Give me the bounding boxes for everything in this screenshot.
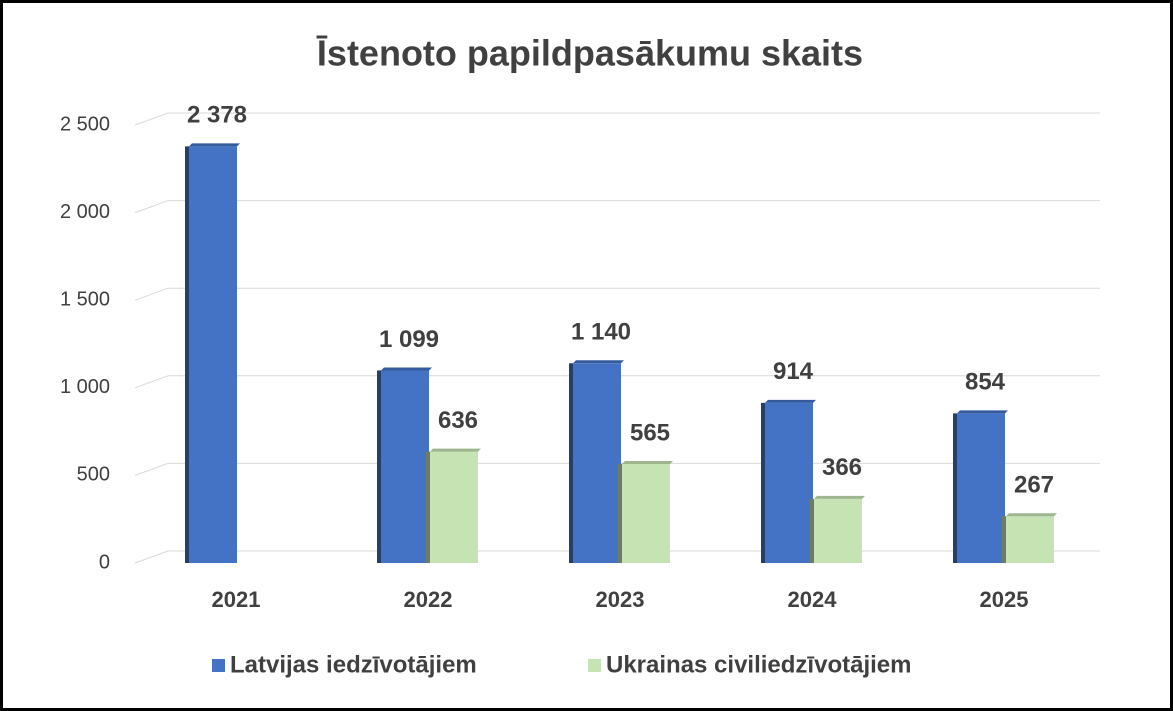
bar — [430, 451, 478, 563]
bar-top — [1006, 513, 1057, 517]
bar-top — [189, 143, 240, 147]
y-tick-label: 0 — [99, 551, 110, 573]
data-label: 854 — [965, 369, 1006, 396]
bar-top — [957, 410, 1008, 414]
bar-top — [573, 360, 624, 364]
data-label: 565 — [630, 419, 670, 446]
data-label: 267 — [1014, 472, 1054, 499]
data-label: 914 — [773, 358, 814, 385]
data-label: 636 — [438, 407, 478, 434]
bar-side — [377, 370, 381, 563]
bar-side — [426, 451, 430, 563]
bar-top — [622, 461, 673, 465]
y-tick-label: 1 500 — [60, 288, 110, 310]
bar-side — [185, 146, 189, 564]
bar — [381, 370, 429, 563]
bar — [189, 146, 237, 564]
bar-side — [953, 413, 957, 563]
x-tick-label: 2024 — [788, 587, 838, 612]
legend-label: Ukrainas civiliedzīvotājiem — [606, 651, 911, 678]
data-label: 366 — [822, 454, 862, 481]
x-tick-label: 2023 — [596, 587, 645, 612]
legend-swatch — [588, 659, 601, 672]
y-tick-label: 2 000 — [60, 201, 110, 223]
bar-top — [765, 399, 816, 403]
legend-swatch — [212, 659, 225, 672]
bar-side — [618, 464, 622, 563]
bar-side — [569, 363, 573, 563]
x-tick-label: 2025 — [980, 587, 1029, 612]
grid-line — [134, 200, 169, 214]
data-label: 1 140 — [571, 319, 631, 346]
grid-line — [134, 287, 169, 301]
data-label: 2 378 — [187, 102, 247, 129]
x-tick-label: 2022 — [404, 587, 453, 612]
bar — [765, 402, 813, 563]
bar — [814, 498, 862, 563]
grid-line — [134, 112, 169, 126]
grid-line — [134, 375, 169, 389]
bar-top — [430, 448, 481, 452]
grid-line — [134, 462, 169, 476]
bar — [1006, 516, 1054, 563]
chart-title: Īstenoto papildpasākumu skaits — [316, 33, 863, 74]
bar-top — [814, 495, 865, 499]
data-label: 1 099 — [379, 326, 439, 353]
grid-line — [134, 550, 169, 564]
bar-side — [761, 402, 765, 563]
bar — [957, 413, 1005, 563]
y-tick-label: 2 500 — [60, 113, 110, 135]
bar-side — [1002, 516, 1006, 563]
bar — [622, 464, 670, 563]
bar-side — [810, 498, 814, 563]
bar-top — [381, 367, 432, 371]
legend-label: Latvijas iedzīvotājiem — [230, 651, 477, 678]
y-tick-label: 500 — [77, 464, 110, 486]
bar — [573, 363, 621, 563]
y-tick-label: 1 000 — [60, 376, 110, 398]
x-tick-label: 2021 — [212, 587, 261, 612]
